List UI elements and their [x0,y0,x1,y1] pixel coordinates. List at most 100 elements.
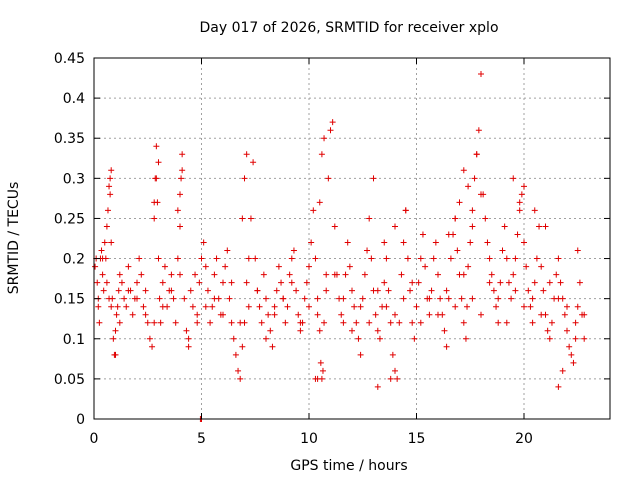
data-point-marker [170,295,177,302]
data-point-marker [103,223,110,230]
data-point-marker [256,303,263,310]
data-point-marker [107,175,114,182]
data-point-marker [366,215,373,222]
data-point-marker [475,127,482,134]
data-point-marker [113,311,120,318]
data-point-marker [525,287,532,294]
data-point-marker [460,319,467,326]
data-point-marker [239,215,246,222]
plot-frame [93,57,611,420]
data-point-marker [271,311,278,318]
data-point-marker [346,263,353,270]
y-tick-label: 0.1 [63,332,85,348]
data-point-marker [284,303,291,310]
data-point-marker [495,319,502,326]
data-point-marker [516,199,523,206]
data-point-marker [220,311,226,318]
data-point-marker [527,303,534,310]
data-point-marker [368,255,375,262]
data-point-marker [340,319,347,326]
data-point-marker [456,199,463,206]
data-point-marker [99,271,106,278]
data-point-marker [396,319,403,326]
data-point-marker [220,279,226,286]
data-point-marker [385,287,392,294]
data-point-marker [531,207,538,214]
data-point-marker [239,343,246,350]
data-point-marker [95,303,102,310]
data-point-marker [400,239,407,246]
data-point-marker [100,287,107,294]
data-point-marker [146,335,153,342]
data-point-marker [269,343,276,350]
data-point-marker [297,327,304,334]
data-point-marker [213,255,220,262]
data-point-marker [174,207,181,214]
data-point-marker [273,287,280,294]
data-point-marker [581,311,588,318]
data-point-marker [288,279,295,286]
data-point-marker [533,255,540,262]
data-point-marker [263,335,269,342]
x-tick-label: 15 [408,431,426,447]
data-point-marker [486,279,493,286]
data-point-marker [447,255,454,262]
data-point-marker [196,279,203,286]
tick-layer: 0 0.05 0.1 0.15 0.2 0.25 0.3 0.35 0.4 0.45 0 5 10 15 2… [54,51,610,447]
data-point-marker [357,303,364,310]
data-point-marker [267,327,274,334]
data-point-marker [514,231,521,238]
data-point-marker [178,175,185,182]
data-point-marker [417,255,424,262]
data-point-marker [437,295,444,302]
data-point-marker [151,215,158,222]
data-point-marker [576,279,583,286]
data-point-marker [409,319,416,326]
data-point-marker [177,223,183,230]
data-layer [92,71,588,422]
data-point-marker [112,327,119,334]
data-point-marker [471,175,478,182]
data-point-marker [443,287,450,294]
data-point-marker [538,311,545,318]
data-point-marker [265,311,272,318]
data-point-marker [497,279,504,286]
data-point-marker [426,311,433,318]
x-tick-label: 10 [300,431,318,447]
data-point-marker [555,383,562,390]
data-point-marker [151,319,158,326]
data-point-marker [108,239,115,246]
data-point-marker [493,303,500,310]
y-tick-label: 0.35 [54,131,85,147]
data-point-marker [314,311,321,318]
data-point-marker [290,247,297,254]
data-point-marker [318,151,325,158]
data-point-marker [245,255,252,262]
data-point-marker [488,271,495,278]
data-point-marker [92,263,99,270]
data-point-marker [505,279,512,286]
data-point-marker [123,303,130,310]
data-point-marker [306,263,312,270]
data-point-marker [325,175,332,182]
data-point-marker [484,239,491,246]
data-point-marker [106,295,113,302]
data-point-marker [185,343,192,350]
y-tick-label: 0.3 [63,171,85,187]
data-point-marker [174,255,181,262]
data-point-marker [235,367,242,374]
data-point-marker [355,335,362,342]
data-point-marker [351,303,358,310]
data-point-marker [435,311,441,318]
data-point-marker [134,279,140,286]
data-point-marker [422,263,429,270]
data-point-marker [156,295,163,302]
data-point-marker [106,183,113,190]
data-point-marker [136,255,143,262]
data-point-marker [516,207,523,214]
data-point-marker [340,295,347,302]
data-point-marker [200,239,207,246]
data-point-marker [467,239,474,246]
data-point-marker [228,279,235,286]
